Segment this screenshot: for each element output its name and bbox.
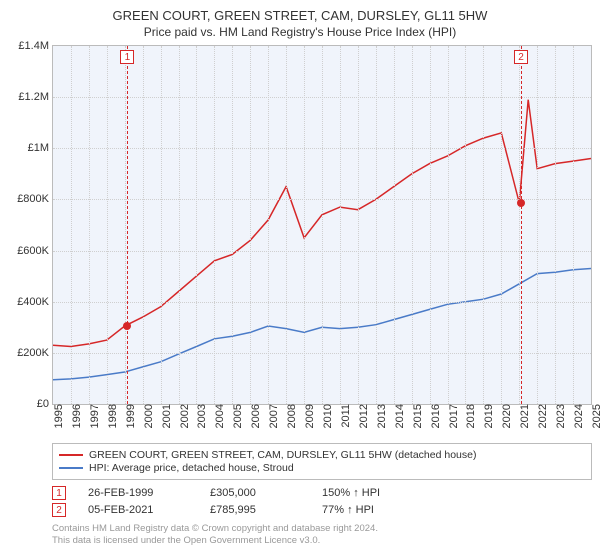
gridline-v: [286, 46, 287, 404]
gridline-v: [161, 46, 162, 404]
footer: Contains HM Land Registry data © Crown c…: [52, 523, 592, 548]
x-axis-label: 2019: [479, 404, 495, 428]
y-axis-label: £1M: [28, 142, 53, 154]
legend-swatch: [59, 454, 83, 456]
event-hpi: 150% ↑ HPI: [322, 487, 380, 499]
gridline-v: [430, 46, 431, 404]
gridline-v: [179, 46, 180, 404]
gridline-v: [537, 46, 538, 404]
event-date: 26-FEB-1999: [88, 487, 188, 499]
gridline-v: [501, 46, 502, 404]
gridline-v: [196, 46, 197, 404]
x-axis-label: 2003: [192, 404, 208, 428]
gridline-v: [89, 46, 90, 404]
marker-box-1: 1: [120, 50, 134, 64]
y-axis-label: £200K: [17, 347, 53, 359]
x-axis-label: 2021: [515, 404, 531, 428]
gridline-v: [250, 46, 251, 404]
x-axis-label: 2000: [139, 404, 155, 428]
y-axis-label: £1.2M: [18, 91, 53, 103]
x-axis-label: 2001: [157, 404, 173, 428]
marker-dot-2: [517, 199, 525, 207]
chart-title: GREEN COURT, GREEN STREET, CAM, DURSLEY,…: [10, 8, 590, 23]
plot-area: £0£200K£400K£600K£800K£1M£1.2M£1.4M19951…: [52, 45, 592, 405]
x-axis-label: 1999: [121, 404, 137, 428]
gridline-v: [304, 46, 305, 404]
x-axis-label: 2002: [175, 404, 191, 428]
x-axis-label: 2006: [246, 404, 262, 428]
y-axis-label: £1.4M: [18, 40, 53, 52]
legend-item: HPI: Average price, detached house, Stro…: [59, 462, 585, 474]
gridline-v: [376, 46, 377, 404]
gridline-v: [412, 46, 413, 404]
event-row: 1 26-FEB-1999 £305,000 150% ↑ HPI: [52, 486, 592, 500]
gridline-v: [483, 46, 484, 404]
event-date: 05-FEB-2021: [88, 504, 188, 516]
x-axis-label: 2025: [587, 404, 600, 428]
x-axis-label: 2009: [300, 404, 316, 428]
event-price: £305,000: [210, 487, 300, 499]
event-price: £785,995: [210, 504, 300, 516]
gridline-v: [214, 46, 215, 404]
x-axis-label: 2010: [318, 404, 334, 428]
gridline-v: [448, 46, 449, 404]
y-axis-label: £600K: [17, 245, 53, 257]
gridline-v: [573, 46, 574, 404]
event-marker-2: 2: [52, 503, 66, 517]
x-axis-label: 1997: [85, 404, 101, 428]
legend-label: GREEN COURT, GREEN STREET, CAM, DURSLEY,…: [89, 449, 476, 461]
x-axis-label: 2008: [282, 404, 298, 428]
events-table: 1 26-FEB-1999 £305,000 150% ↑ HPI 2 05-FEB-20…: [52, 486, 592, 517]
legend-item: GREEN COURT, GREEN STREET, CAM, DURSLEY,…: [59, 449, 585, 461]
gridline-v: [465, 46, 466, 404]
legend-swatch: [59, 467, 83, 469]
x-axis-label: 1996: [67, 404, 83, 428]
x-axis-label: 2005: [228, 404, 244, 428]
x-axis-label: 2022: [533, 404, 549, 428]
gridline-v: [107, 46, 108, 404]
x-axis-label: 2013: [372, 404, 388, 428]
event-row: 2 05-FEB-2021 £785,995 77% ↑ HPI: [52, 503, 592, 517]
marker-dot-1: [123, 322, 131, 330]
x-axis-label: 2007: [264, 404, 280, 428]
x-axis-label: 1995: [49, 404, 65, 428]
gridline-v: [322, 46, 323, 404]
marker-box-2: 2: [514, 50, 528, 64]
legend-label: HPI: Average price, detached house, Stro…: [89, 462, 294, 474]
event-hpi: 77% ↑ HPI: [322, 504, 374, 516]
gridline-v: [71, 46, 72, 404]
chart-subtitle: Price paid vs. HM Land Registry's House …: [10, 25, 590, 39]
gridline-v: [143, 46, 144, 404]
legend: GREEN COURT, GREEN STREET, CAM, DURSLEY,…: [52, 443, 592, 480]
x-axis-label: 2020: [497, 404, 513, 428]
x-axis-label: 2004: [210, 404, 226, 428]
event-marker-1: 1: [52, 486, 66, 500]
x-axis-label: 2024: [569, 404, 585, 428]
gridline-v: [125, 46, 126, 404]
chart-container: GREEN COURT, GREEN STREET, CAM, DURSLEY,…: [0, 0, 600, 560]
gridline-v: [232, 46, 233, 404]
gridline-v: [268, 46, 269, 404]
marker-line-2: [521, 46, 522, 404]
x-axis-label: 1998: [103, 404, 119, 428]
x-axis-label: 2014: [390, 404, 406, 428]
marker-line-1: [127, 46, 128, 404]
gridline-v: [555, 46, 556, 404]
y-axis-label: £400K: [17, 296, 53, 308]
footer-line-1: Contains HM Land Registry data © Crown c…: [52, 523, 592, 535]
footer-line-2: This data is licensed under the Open Gov…: [52, 535, 592, 547]
x-axis-label: 2017: [444, 404, 460, 428]
gridline-v: [358, 46, 359, 404]
x-axis-label: 2012: [354, 404, 370, 428]
x-axis-label: 2016: [426, 404, 442, 428]
x-axis-label: 2015: [408, 404, 424, 428]
x-axis-label: 2011: [336, 404, 352, 428]
x-axis-label: 2018: [461, 404, 477, 428]
y-axis-label: £800K: [17, 193, 53, 205]
gridline-v: [340, 46, 341, 404]
x-axis-label: 2023: [551, 404, 567, 428]
gridline-v: [394, 46, 395, 404]
